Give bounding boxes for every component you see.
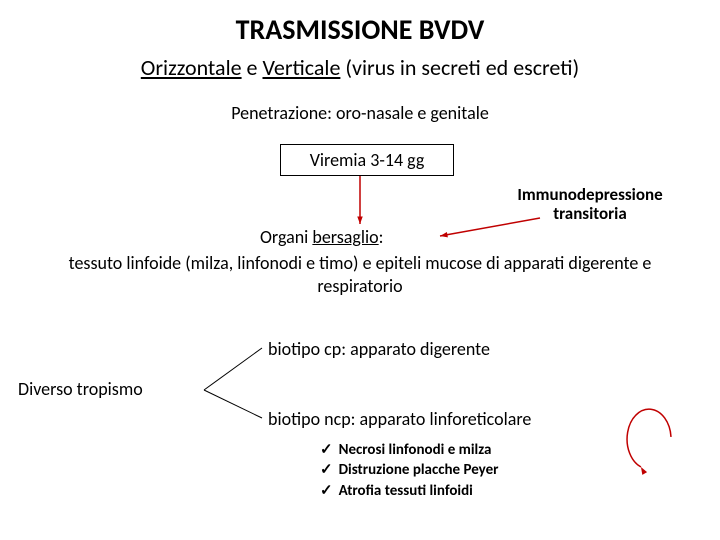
bullet-2: ✓ Distruzione placche Peyer (320, 460, 498, 480)
subtitle-rest: (virus in secreti ed escreti) (340, 54, 579, 81)
subtitle-e1: e (242, 54, 263, 81)
immuno-line2: transitoria (553, 203, 627, 224)
viremia-box: Viremia 3-14 gg (280, 144, 454, 176)
organi-under: bersaglio (312, 226, 378, 248)
organi-colon: : (379, 226, 384, 248)
bullet-2-text: Distruzione placche Peyer (339, 461, 499, 479)
organi-head: Organi (260, 226, 312, 248)
check-icon: ✓ (320, 441, 333, 459)
slide-subtitle: Orizzontale e Verticale (virus in secret… (0, 54, 720, 81)
bullet-3: ✓ Atrofia tessuti linfoidi (320, 481, 498, 501)
biotipo-cp: biotipo cp: apparato digerente (268, 338, 490, 360)
bullet-list: ✓ Necrosi linfonodi e milza ✓ Distruzione … (320, 440, 498, 501)
immunodepressione-label: Immunodepressione transitoria (490, 186, 690, 223)
bullet-3-text: Atrofia tessuti linfoidi (339, 482, 473, 500)
check-icon: ✓ (320, 482, 333, 500)
slide-root: TRASMISSIONE BVDV Orizzontale e Vertical… (0, 0, 720, 540)
penetrazione-text: Penetrazione: oro-nasale e genitale (0, 102, 720, 124)
slide-title: TRASMISSIONE BVDV (0, 12, 720, 47)
biotipo-ncp: biotipo ncp: apparato linforeticolare (268, 408, 531, 430)
bullet-1-text: Necrosi linfonodi e milza (339, 441, 492, 459)
organi-bersaglio-label: Organi bersaglio: (260, 226, 383, 248)
bullet-1: ✓ Necrosi linfonodi e milza (320, 440, 498, 460)
organi-desc: tessuto linfoide (milza, linfonodi e tim… (40, 252, 680, 297)
diverso-tropismo: Diverso tropismo (18, 378, 143, 400)
subtitle-orizzontale: Orizzontale (141, 54, 242, 81)
check-icon: ✓ (320, 461, 333, 479)
subtitle-verticale: Verticale (262, 54, 340, 81)
